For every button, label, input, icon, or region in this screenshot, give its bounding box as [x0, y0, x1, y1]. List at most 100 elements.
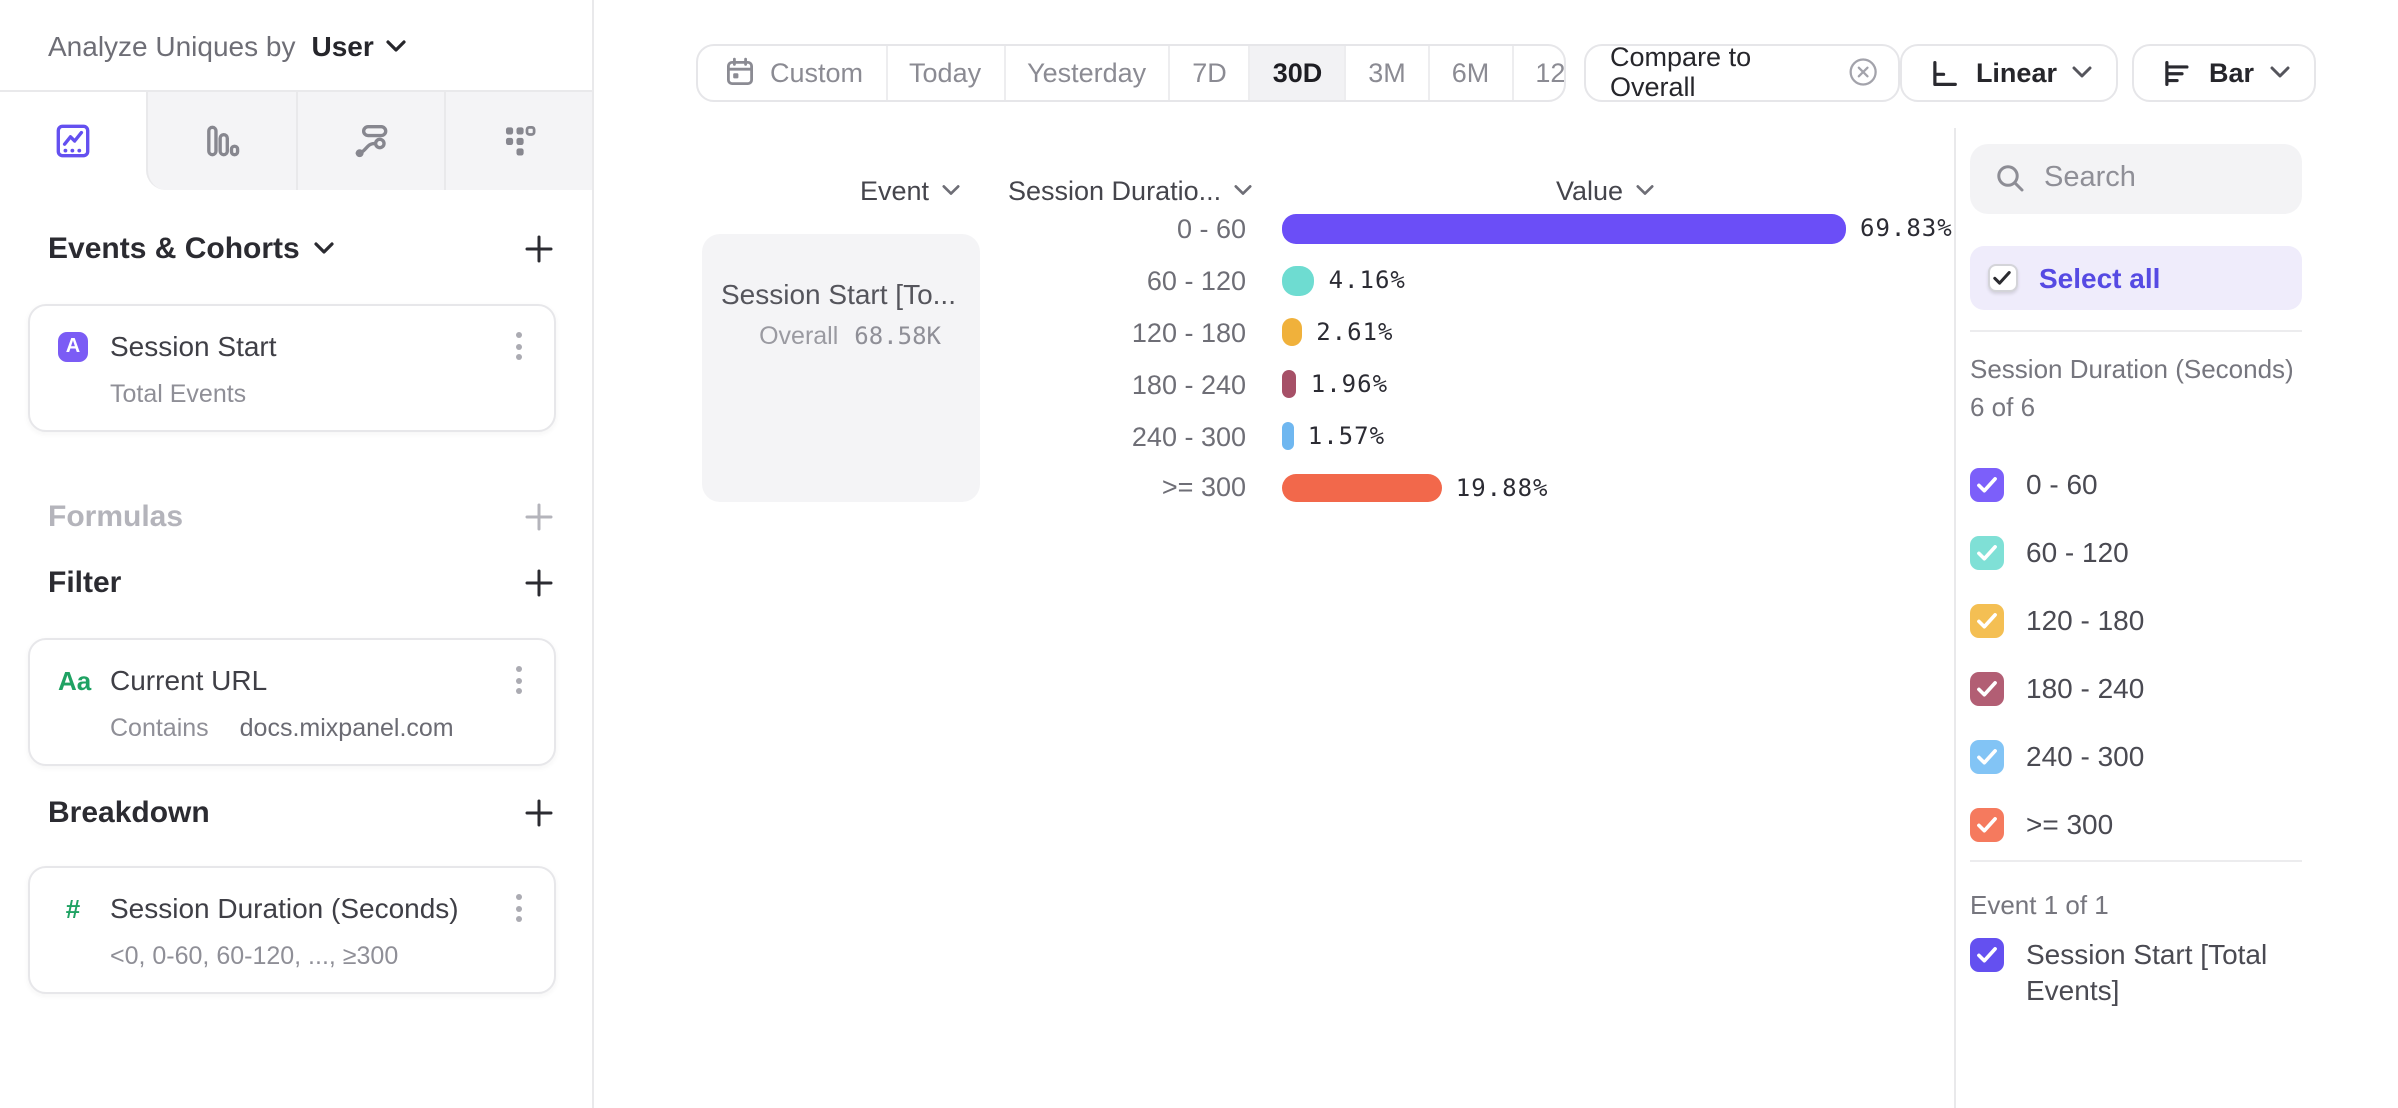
event-legend-item[interactable]: Session Start [Total Events]	[1970, 936, 2302, 1009]
scale-value: Linear	[1975, 57, 2057, 87]
date-range-label: 12M	[1535, 57, 1566, 87]
compare-to-overall-chip[interactable]: Compare to Overall	[1584, 42, 1900, 102]
filter-card-condition[interactable]: Contains docs.mixpanel.com	[110, 714, 528, 742]
date-range-6m[interactable]: 6M	[1427, 45, 1512, 99]
select-all-row[interactable]: Select all	[1970, 246, 2302, 310]
legend-item[interactable]: 120 - 180	[1970, 586, 2302, 654]
bar-segment[interactable]	[1281, 421, 1294, 451]
legend-item-label: 0 - 60	[2026, 468, 2098, 500]
overall-value: 68.58K	[854, 321, 941, 349]
bar-value-label: 1.57%	[1307, 422, 1386, 450]
chevron-down-icon	[1635, 185, 1653, 195]
chart-type-tab-metrics[interactable]	[443, 92, 592, 190]
colored-checkbox[interactable]	[1970, 807, 2004, 841]
events-cohorts-dropdown[interactable]: Events & Cohorts	[48, 231, 334, 265]
date-range-label: Yesterday	[1027, 57, 1147, 87]
filter-header: Filter	[48, 560, 556, 604]
colored-checkbox[interactable]	[1970, 603, 2004, 637]
breakdown-column-label: Session Duratio...	[1008, 175, 1222, 205]
chart-type-tab-flow[interactable]	[295, 92, 444, 190]
metrics-grid-icon	[505, 125, 536, 156]
bar-value-label: 2.61%	[1316, 318, 1394, 347]
legend-item[interactable]: 0 - 60	[1970, 450, 2302, 518]
event-card[interactable]: A Session Start Total Events	[28, 304, 556, 432]
overall-label: Overall	[759, 321, 839, 349]
bar-row: 60 - 120 4.16%	[594, 255, 1954, 307]
select-all-label: Select all	[2039, 262, 2161, 294]
bar-row: 180 - 240 1.96%	[594, 358, 1954, 410]
search-input[interactable]	[2044, 162, 2264, 194]
filter-card-menu-button[interactable]	[508, 662, 528, 698]
bar-segment[interactable]	[1281, 473, 1442, 503]
bar-row: 240 - 300 1.57%	[594, 410, 1954, 462]
filter-card[interactable]: Aa Current URL Contains docs.mixpanel.co…	[28, 638, 556, 766]
legend-item[interactable]: >= 300	[1970, 790, 2302, 858]
chart-type-tab-bar[interactable]	[146, 92, 295, 190]
legend-item[interactable]: 60 - 120	[1970, 518, 2302, 586]
filter-label: Filter	[48, 565, 122, 599]
legend-item-label: 120 - 180	[2026, 604, 2145, 636]
plus-icon	[524, 798, 552, 826]
date-range-custom[interactable]: Custom	[698, 45, 885, 99]
event-letter-badge: A	[58, 331, 88, 361]
date-range-yesterday[interactable]: Yesterday	[1003, 45, 1168, 99]
add-event-button[interactable]	[520, 230, 556, 266]
flow-icon	[354, 125, 387, 158]
add-formula-button[interactable]	[520, 498, 556, 534]
plus-icon	[524, 568, 552, 596]
analyze-by-dropdown[interactable]: User	[312, 29, 406, 61]
event-column-label: Event	[860, 175, 930, 205]
bar-value-label: 4.16%	[1328, 266, 1406, 295]
colored-checkbox[interactable]	[1970, 535, 2004, 569]
divider	[1970, 860, 2302, 862]
chart-type-tab-line[interactable]	[0, 92, 147, 190]
legend-item-label: 180 - 240	[2026, 672, 2145, 704]
bucket-label: 120 - 180	[1131, 317, 1246, 348]
chart-type-value: Bar	[2208, 57, 2254, 87]
bar-segment[interactable]	[1281, 369, 1297, 399]
chart-type-dropdown[interactable]: Bar	[2132, 43, 2316, 101]
date-range-12m[interactable]: 12M	[1511, 45, 1566, 99]
chevron-down-icon	[2270, 66, 2290, 78]
scale-dropdown[interactable]: Linear	[1899, 43, 2119, 101]
date-range-30d[interactable]: 30D	[1248, 45, 1345, 99]
event-card-menu-button[interactable]	[508, 328, 528, 364]
colored-checkbox[interactable]	[1970, 671, 2004, 705]
colored-checkbox[interactable]	[1970, 467, 2004, 501]
colored-checkbox[interactable]	[1970, 938, 2004, 972]
legend-item[interactable]: 240 - 300	[1970, 722, 2302, 790]
date-range-today[interactable]: Today	[885, 45, 1003, 99]
legend-search	[1970, 143, 2302, 213]
bar-segment[interactable]	[1281, 317, 1303, 347]
analyze-label: Analyze Uniques by	[48, 29, 296, 61]
legend-item[interactable]: 180 - 240	[1970, 654, 2302, 722]
value-column-label: Value	[1556, 175, 1624, 205]
colored-checkbox[interactable]	[1970, 739, 2004, 773]
breakdown-card-menu-button[interactable]	[508, 890, 528, 926]
bar-segment[interactable]	[1281, 266, 1315, 296]
select-all-checkbox[interactable]	[1988, 263, 2017, 293]
bar-value-label: 19.88%	[1455, 473, 1549, 502]
value-column-header[interactable]: Value	[1556, 172, 1653, 208]
add-filter-button[interactable]	[520, 564, 556, 600]
date-range-7d[interactable]: 7D	[1168, 45, 1249, 99]
legend-rail: Select all Session Duration (Seconds) 6 …	[1956, 128, 2398, 1108]
check-icon	[1977, 947, 1997, 963]
report-toolbar: Custom Today Yesterday 7D 30D 3M 6M 12M …	[696, 42, 2398, 102]
date-range-3m[interactable]: 3M	[1344, 45, 1428, 99]
breakdown-column-header[interactable]: Session Duratio...	[1008, 172, 1251, 208]
compare-chip-label: Compare to Overall	[1610, 42, 1752, 102]
remove-circle-icon[interactable]	[1848, 56, 1878, 88]
breakdown-card-buckets[interactable]: <0, 0-60, 60-120, ..., ≥300	[110, 942, 399, 970]
breakdown-card[interactable]: # Session Duration (Seconds) <0, 0-60, 6…	[28, 866, 556, 994]
breakdown-card-title: Session Duration (Seconds)	[110, 892, 459, 924]
bar-segment[interactable]	[1281, 214, 1846, 244]
rail-divider	[1954, 128, 1956, 1108]
event-column-header[interactable]: Event	[860, 172, 959, 208]
add-breakdown-button[interactable]	[520, 794, 556, 830]
date-range-label: Today	[909, 57, 982, 87]
legend-item-label: 240 - 300	[2026, 740, 2145, 772]
event-card-subtitle[interactable]: Total Events	[110, 380, 247, 408]
breakdown-header: Breakdown	[48, 790, 556, 834]
check-icon	[1993, 271, 2012, 285]
